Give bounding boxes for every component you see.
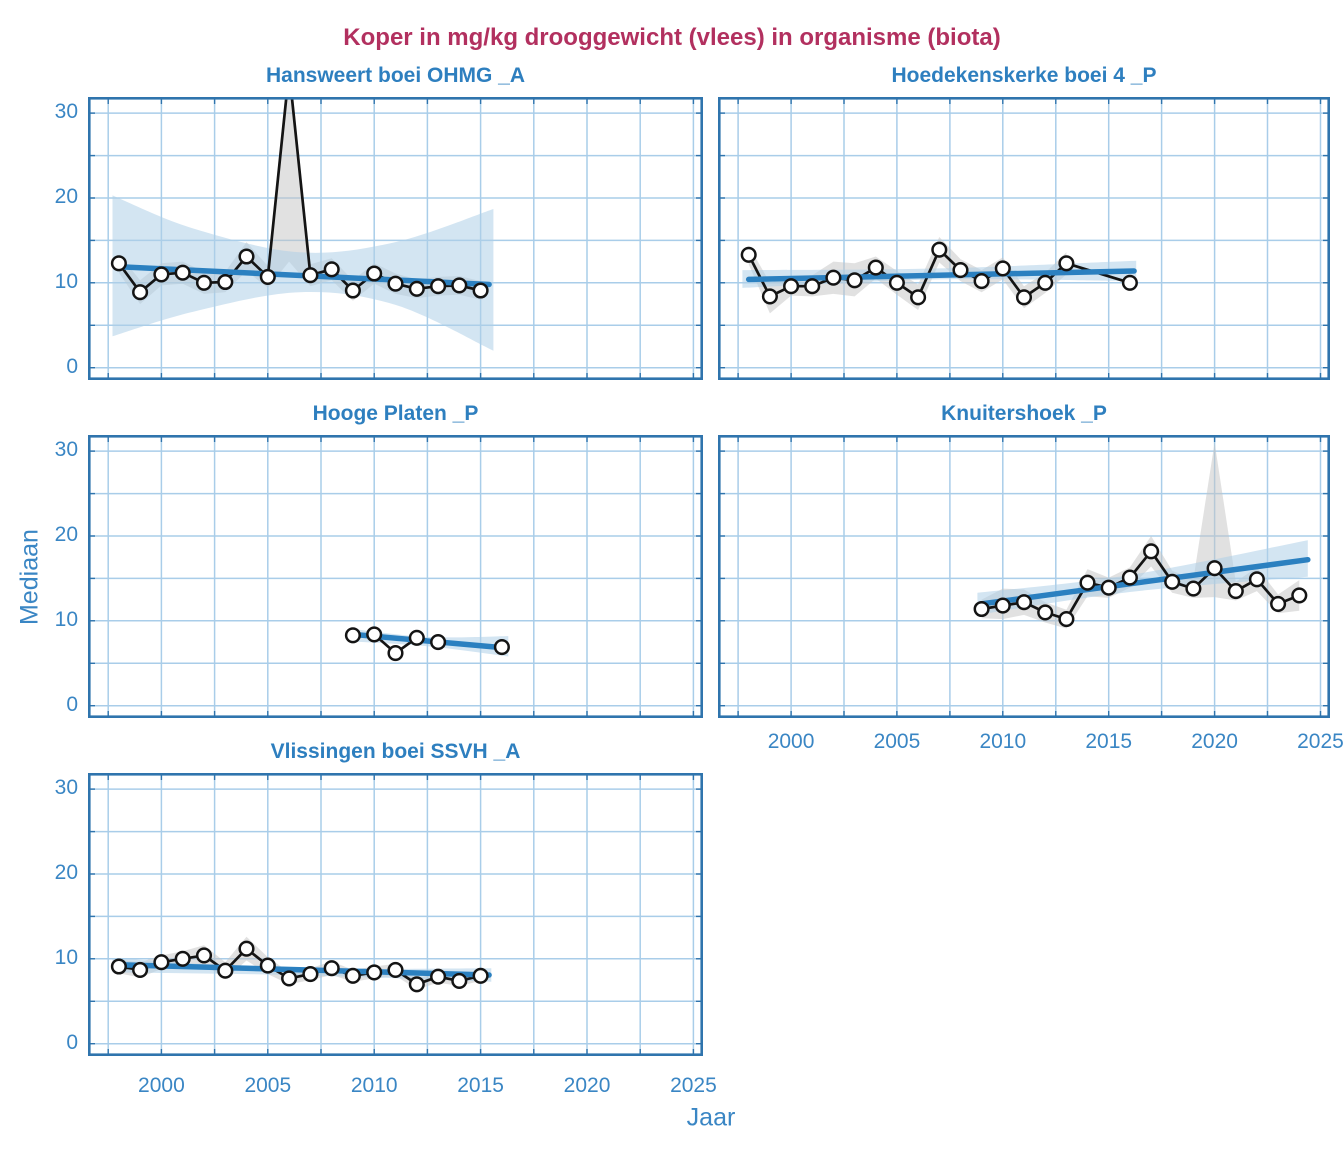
y-tick-label: 30 — [54, 100, 78, 124]
y-tick-label: 30 — [54, 438, 78, 462]
panel-title: Knuitershoek _P — [941, 402, 1107, 425]
y-tick-label: 0 — [66, 1030, 78, 1054]
x-tick-label: 2020 — [1191, 730, 1238, 753]
panel-title: Hansweert boei OHMG _A — [265, 64, 526, 87]
x-tick-label: 2025 — [670, 1074, 717, 1097]
panel-hansweert: Hansweert boei OHMG _A — [88, 64, 703, 380]
x-tick-label: 2010 — [350, 1074, 398, 1097]
plot-area — [718, 435, 1330, 718]
figure-title: Koper in mg/kg drooggewicht (vlees) in o… — [343, 24, 1001, 51]
x-tick-label: 2000 — [767, 730, 815, 753]
y-tick-label: 20 — [54, 184, 78, 208]
x-axis-title: Jaar — [686, 1103, 736, 1132]
x-tick-label: 2020 — [563, 1074, 611, 1097]
plot-area — [88, 773, 703, 1056]
x-tick-label: 2015 — [1085, 730, 1133, 753]
plot-area — [718, 97, 1330, 380]
panel-hoedekenskerke: Hoedekenskerke boei 4 _P — [718, 64, 1330, 380]
panel-title: Vlissingen boei SSVH _A — [270, 740, 521, 763]
panel-knuitershoek: Knuitershoek _P — [718, 402, 1330, 718]
panel-vlissingen: Vlissingen boei SSVH _A — [88, 740, 703, 1056]
y-tick-label: 20 — [54, 522, 78, 546]
x-tick-label: 2000 — [138, 1074, 185, 1097]
y-tick-label: 10 — [54, 269, 78, 293]
x-tick-label: 2005 — [873, 730, 921, 753]
x-tick-label: 2025 — [1297, 730, 1344, 753]
panel-hooge-platen: Hooge Platen _P — [88, 402, 703, 718]
y-tick-label: 20 — [54, 860, 78, 884]
x-tick-label: 2010 — [979, 730, 1027, 753]
panel-title: Hoedekenskerke boei 4 _P — [891, 64, 1157, 87]
panel-title: Hooge Platen _P — [312, 402, 479, 425]
y-tick-label: 30 — [54, 776, 78, 800]
x-tick-label: 2005 — [244, 1074, 292, 1097]
y-tick-label: 10 — [54, 945, 78, 969]
y-tick-label: 0 — [66, 692, 78, 716]
y-tick-label: 0 — [66, 354, 78, 378]
x-tick-label: 2015 — [457, 1074, 504, 1097]
y-tick-label: 10 — [54, 607, 78, 631]
plot-area — [88, 435, 703, 718]
plot-area — [88, 97, 703, 380]
